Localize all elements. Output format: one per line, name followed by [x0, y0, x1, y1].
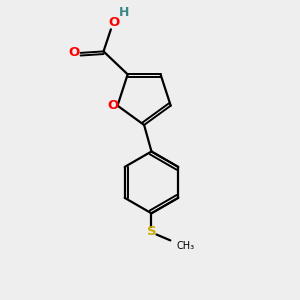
Text: O: O [108, 16, 119, 29]
Text: S: S [147, 225, 156, 238]
Text: O: O [107, 99, 119, 112]
Text: CH₃: CH₃ [176, 241, 194, 251]
Text: H: H [119, 6, 129, 19]
Text: O: O [68, 46, 80, 59]
